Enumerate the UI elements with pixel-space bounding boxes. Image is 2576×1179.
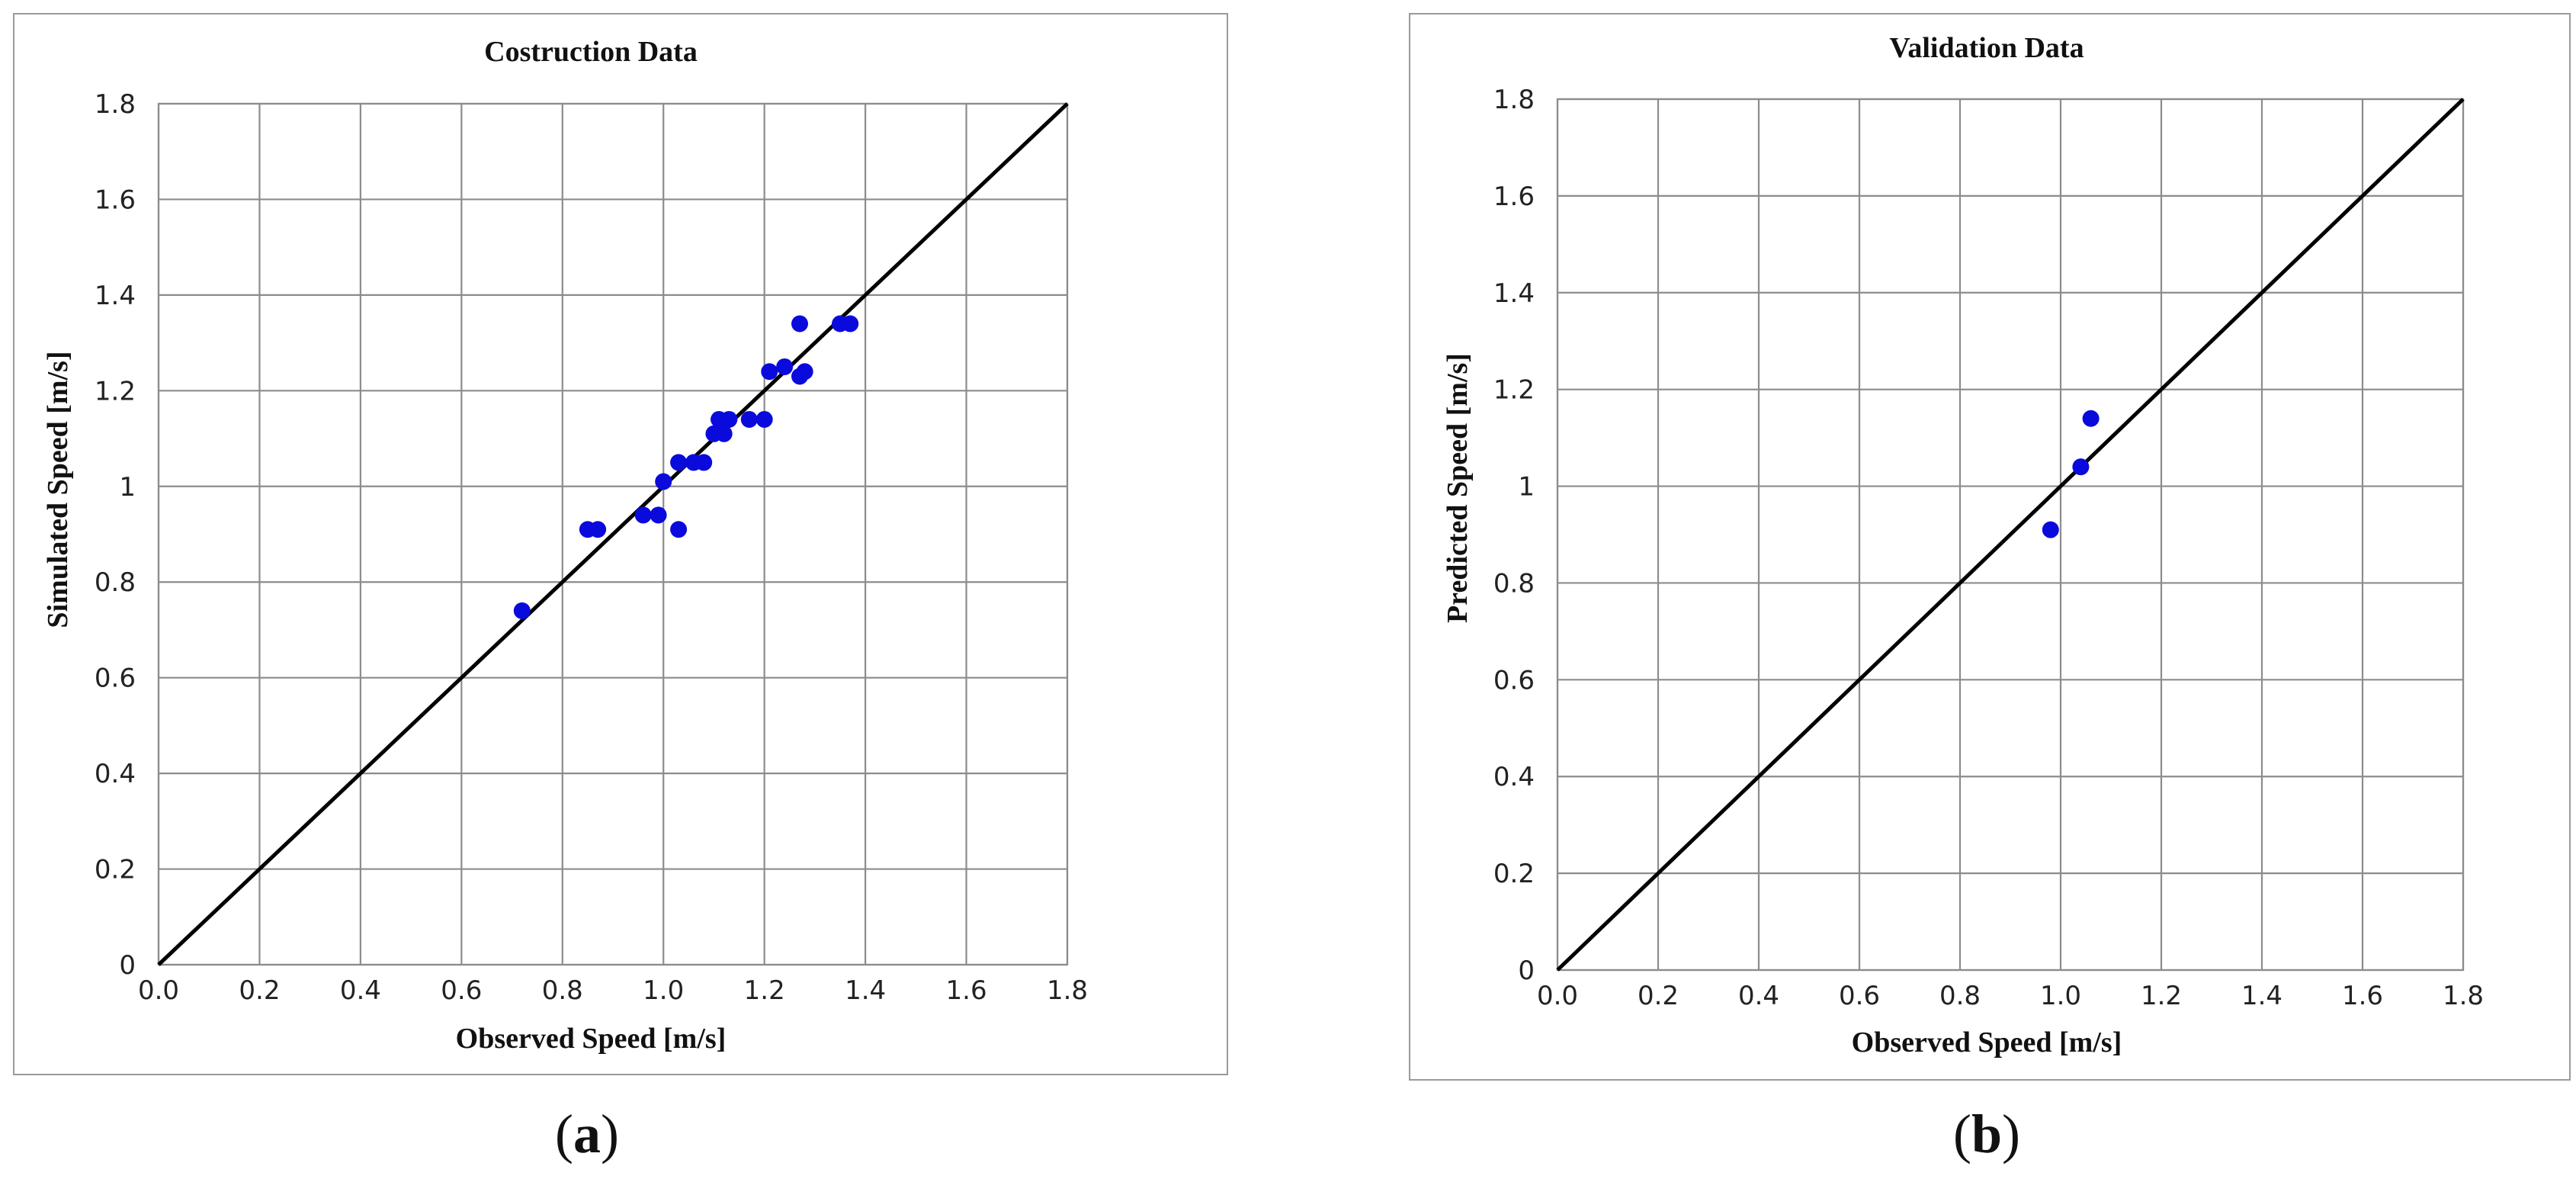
chart-a-y-tick-label: 0.2 [95, 855, 136, 885]
chart-b-y-tick-label: 0.2 [1493, 859, 1535, 889]
chart-panel-b: Validation Data Observed Speed [m/s] Pre… [1288, 0, 2575, 1179]
chart-b-y-tick-label: 1.8 [1493, 85, 1535, 115]
chart-a-data-point [513, 602, 531, 619]
chart-b-ticks: 0.0 0.2 0.4 0.6 0.8 1.0 1.2 1.4 1.6 1.8 0 0.2 0.4 0.6… [1493, 85, 2484, 1011]
chart-b-x-tick-label: 0.6 [1839, 981, 1880, 1011]
chart-a-identity-line [157, 102, 1069, 966]
chart-a-grid [157, 102, 1069, 966]
chart-b-x-tick-label: 1.8 [2443, 981, 2484, 1011]
chart-a-data-point [755, 410, 773, 428]
chart-b-data-point [2072, 458, 2090, 476]
chart-a-y-tick-label: 1.4 [95, 281, 136, 311]
chart-b-x-tick-label: 1.0 [2040, 981, 2081, 1011]
chart-a-data-point [650, 506, 667, 524]
chart-a-data-point [655, 473, 672, 490]
chart-a-x-tick-label: 1.0 [643, 975, 684, 1006]
chart-b-title: Validation Data [1889, 32, 2084, 64]
chart-a-y-tick-label: 1.2 [95, 376, 136, 406]
chart-b-x-tick-label: 1.4 [2241, 981, 2282, 1011]
chart-a-data-point [740, 410, 758, 428]
chart-b-x-tick-label: 1.6 [2342, 981, 2383, 1011]
chart-a-frame [13, 13, 1228, 1075]
chart-b-x-axis-label: Observed Speed [m/s] [1852, 1026, 2122, 1059]
chart-a-x-tick-label: 0.4 [340, 975, 381, 1006]
chart-b-x-tick-label: 0.0 [1537, 981, 1578, 1011]
chart-b-y-axis-label: Predicted Speed [m/s] [1442, 353, 1474, 623]
chart-b-data-point [2042, 521, 2059, 538]
chart-a-y-tick-label: 0.4 [95, 759, 136, 789]
chart-b-x-tick-label: 0.2 [1638, 981, 1679, 1011]
chart-a-data-point [791, 315, 809, 332]
chart-a-x-tick-label: 0.8 [542, 975, 583, 1006]
chart-b-y-tick-label: 0.6 [1493, 665, 1535, 696]
chart-a-ticks: 0.0 0.2 0.4 0.6 0.8 1.0 1.2 1.4 1.6 1.8 0 0.2 0.4 0.6… [95, 89, 1088, 1006]
chart-a-data-point [761, 363, 778, 381]
chart-b-identity-line [1556, 98, 2465, 972]
chart-b-svg: Validation Data Observed Speed [m/s] Pre… [1409, 13, 2571, 1165]
chart-a-points [513, 315, 859, 619]
chart-a-plot-area-border [157, 102, 1069, 966]
chart-b-frame [1409, 13, 2571, 1081]
chart-a-x-tick-label: 0.0 [138, 975, 179, 1006]
chart-b-reference-line [1556, 98, 2465, 972]
chart-b-y-tick-label: 1 [1518, 472, 1535, 503]
chart-a-y-tick-label: 0.8 [95, 567, 136, 598]
chart-a-data-point [842, 315, 859, 332]
chart-b-plot-area-border [1556, 98, 2465, 972]
chart-a-data-point [695, 454, 713, 471]
chart-a-x-tick-label: 1.4 [845, 975, 886, 1006]
chart-a-reference-line [157, 102, 1069, 966]
chart-a-x-tick-label: 0.2 [239, 975, 280, 1006]
chart-a-x-tick-label: 1.2 [744, 975, 785, 1006]
chart-panel-a: Costruction Data Observed Speed [m/s] Si… [13, 13, 1228, 1165]
chart-a-y-tick-label: 0.6 [95, 663, 136, 694]
chart-a-data-point [670, 454, 688, 471]
chart-a-y-tick-label: 0 [119, 950, 136, 981]
chart-a-data-point [720, 410, 738, 428]
chart-a-y-tick-label: 1.8 [95, 89, 136, 120]
chart-a-x-tick-label: 1.6 [946, 975, 987, 1006]
chart-a-data-point [776, 358, 794, 375]
chart-b-x-tick-label: 0.4 [1738, 981, 1779, 1011]
chart-b-points [2042, 410, 2100, 538]
chart-a-title: Costruction Data [484, 36, 698, 68]
chart-b-y-tick-label: 1.2 [1493, 375, 1535, 406]
chart-a-x-axis-label: Observed Speed [m/s] [456, 1023, 727, 1055]
chart-a-x-tick-label: 0.6 [441, 975, 482, 1006]
chart-a-y-tick-label: 1.6 [95, 185, 136, 215]
chart-a-data-point [715, 425, 733, 442]
chart-b-grid [1556, 98, 2465, 972]
chart-a-data-point [634, 506, 652, 524]
chart-a-svg: Costruction Data Observed Speed [m/s] Si… [13, 13, 1228, 1165]
chart-b-y-tick-label: 0.4 [1493, 762, 1535, 792]
chart-a-y-axis-label: Simulated Speed [m/s] [42, 351, 74, 628]
chart-b-x-tick-label: 1.2 [2141, 981, 2182, 1011]
chart-a-y-tick-label: 1 [119, 472, 136, 503]
chart-a-x-tick-label: 1.8 [1047, 975, 1088, 1006]
caption-a: (a) [555, 1104, 619, 1165]
chart-b-y-tick-label: 0 [1518, 956, 1535, 986]
caption-b: (b) [1953, 1104, 2020, 1165]
chart-b-y-tick-label: 0.8 [1493, 568, 1535, 599]
chart-a-data-point [796, 363, 813, 381]
chart-b-data-point [2082, 410, 2100, 427]
chart-b-x-tick-label: 0.8 [1939, 981, 1981, 1011]
chart-b-y-tick-label: 1.6 [1493, 182, 1535, 212]
chart-a-data-point [670, 521, 688, 538]
chart-a-data-point [589, 521, 607, 538]
chart-b-y-tick-label: 1.4 [1493, 278, 1535, 309]
